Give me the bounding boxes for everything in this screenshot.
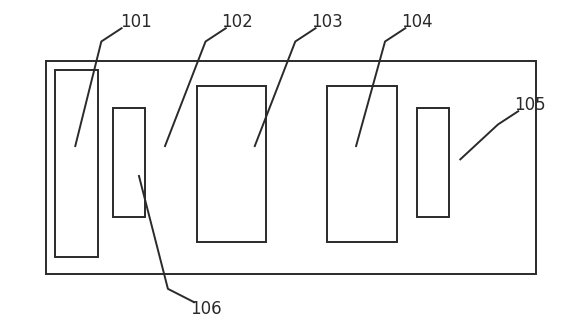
Bar [113, 108, 145, 217]
Bar [327, 86, 397, 242]
Bar [417, 108, 449, 217]
Text: 103: 103 [312, 13, 343, 31]
Text: 104: 104 [401, 13, 433, 31]
Bar [55, 70, 98, 257]
Text: 101: 101 [120, 13, 152, 31]
Text: 102: 102 [222, 13, 253, 31]
Text: 105: 105 [514, 96, 545, 114]
Text: 106: 106 [190, 300, 221, 318]
Bar [197, 86, 266, 242]
Bar [46, 61, 536, 274]
